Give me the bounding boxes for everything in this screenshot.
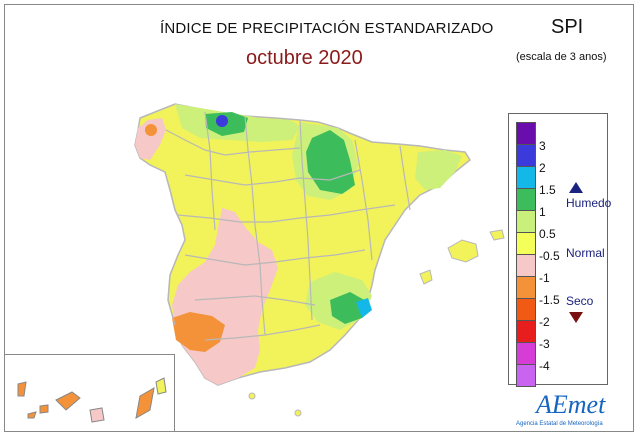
island-la-palma [17, 381, 27, 397]
legend-swatch [516, 342, 536, 365]
extremely-wet-spot-asturias [216, 115, 228, 127]
legend-tick: -2 [539, 315, 550, 329]
legend-tick: 1.5 [539, 183, 556, 197]
legend-tick: -1.5 [539, 293, 560, 307]
portugal-border [149, 164, 186, 326]
island-tenerife [55, 391, 81, 411]
island-ibiza [419, 269, 433, 285]
legend-tick: 0.5 [539, 227, 556, 241]
legend-swatch [516, 254, 536, 277]
legend-category-wet: Humedo [566, 196, 612, 210]
legend-tick: -4 [539, 359, 550, 373]
legend-tick: -1 [539, 271, 550, 285]
legend-tick: -3 [539, 337, 550, 351]
legend-tick: 2 [539, 161, 546, 175]
island-mallorca [447, 239, 479, 263]
legend-swatch [516, 276, 536, 299]
map-frame [4, 4, 634, 432]
legend-swatch [516, 210, 536, 233]
island-la-gomera [39, 404, 49, 414]
legend-swatch [516, 364, 536, 387]
aemet-logo-text: AEmet [536, 390, 606, 419]
wet-arrow-icon [569, 182, 583, 193]
aemet-logo: AEmet Agencia Estatal de Meteorología [512, 388, 627, 432]
scale-note: (escala de 3 anos) [516, 51, 607, 63]
moderately-dry-spot-galicia [145, 124, 157, 136]
legend: 3 2 1.5 1 0.5 -0.5 -1 -1.5 -2 -3 -4 Hume… [508, 113, 612, 387]
ceuta [248, 392, 256, 400]
island-fuerteventura [135, 387, 155, 419]
legend-category-dry: Seco [566, 294, 594, 308]
region-boundaries [165, 111, 411, 341]
dry-arrow-icon [569, 312, 583, 323]
island-gran-canaria [89, 407, 105, 423]
canary-islands-inset [5, 354, 175, 432]
island-menorca [489, 229, 505, 241]
legend-swatch [516, 188, 536, 211]
legend-swatch [516, 144, 536, 167]
map-subtitle: octubre 2020 [246, 47, 363, 69]
wet-region-valencia [330, 292, 368, 324]
aemet-logo-tagline: Agencia Estatal de Meteorología [516, 421, 603, 427]
melilla [294, 409, 302, 417]
index-name: SPI [551, 16, 584, 38]
legend-swatch [516, 298, 536, 321]
dry-region-galicia [135, 118, 166, 160]
very-wet-spot-valencia [356, 298, 372, 318]
island-lanzarote [155, 377, 167, 395]
island-el-hierro [27, 411, 37, 419]
legend-swatch [516, 122, 536, 145]
legend-tick: 3 [539, 139, 546, 153]
moderately-dry-region-huelva [172, 312, 225, 352]
legend-swatch [516, 232, 536, 255]
legend-swatch [516, 320, 536, 343]
legend-tick: 1 [539, 205, 546, 219]
slightly-wet-catalonia [415, 150, 462, 190]
map-title: ÍNDICE DE PRECIPITACIÓN ESTANDARIZADO [160, 20, 494, 37]
legend-tick: -0.5 [539, 249, 560, 263]
legend-swatch [516, 166, 536, 189]
wet-region-navarra [306, 130, 355, 194]
legend-category-normal: Normal [566, 246, 605, 260]
